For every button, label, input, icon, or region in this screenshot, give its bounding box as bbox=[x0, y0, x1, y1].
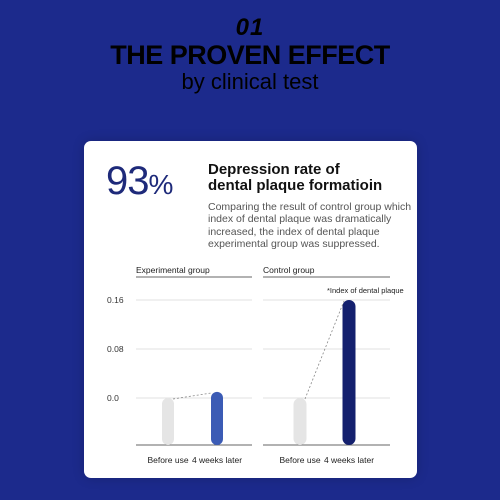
desc-line: increased, the index of dental plaque bbox=[208, 225, 380, 238]
result-card: 93% Depression rate of dental plaque for… bbox=[84, 141, 417, 478]
page-title: THE PROVEN EFFECT bbox=[110, 40, 390, 70]
x-tick-label: 4 weeks later bbox=[192, 455, 242, 465]
y-tick-label: 0.16 bbox=[107, 295, 124, 305]
section-number: 01 bbox=[235, 14, 265, 41]
y-tick-label: 0.08 bbox=[107, 344, 124, 354]
x-tick-label: 4 weeks later bbox=[324, 455, 374, 465]
bar bbox=[342, 300, 356, 445]
trend-connector bbox=[172, 392, 213, 400]
bar bbox=[162, 398, 174, 445]
headline-line: Depression rate of bbox=[208, 161, 340, 178]
bar bbox=[293, 398, 307, 445]
percent-value: 93% bbox=[106, 159, 174, 204]
x-tick-label: Before use bbox=[147, 455, 188, 465]
page-subtitle: by clinical test bbox=[181, 69, 319, 94]
bar bbox=[211, 391, 223, 445]
legend-label: *Index of dental plaque bbox=[327, 286, 404, 295]
percent-sign: % bbox=[148, 169, 174, 200]
trend-connector bbox=[304, 300, 345, 400]
headline-line: dental plaque formatioin bbox=[208, 177, 383, 194]
desc-line: index of dental plaque was dramatically bbox=[208, 213, 392, 226]
group-label: Control group bbox=[263, 265, 315, 275]
desc-line: Comparing the result of control group wh… bbox=[208, 201, 412, 213]
group-label: Experimental group bbox=[136, 265, 210, 275]
description: Comparing the result of control group wh… bbox=[208, 201, 413, 251]
headline: Depression rate of dental plaque formati… bbox=[208, 162, 413, 194]
percent-number: 93 bbox=[106, 159, 149, 203]
desc-line: experimental group was suppressed. bbox=[208, 238, 380, 251]
x-tick-label: Before use bbox=[279, 455, 320, 465]
y-tick-label: 0.0 bbox=[107, 393, 119, 403]
